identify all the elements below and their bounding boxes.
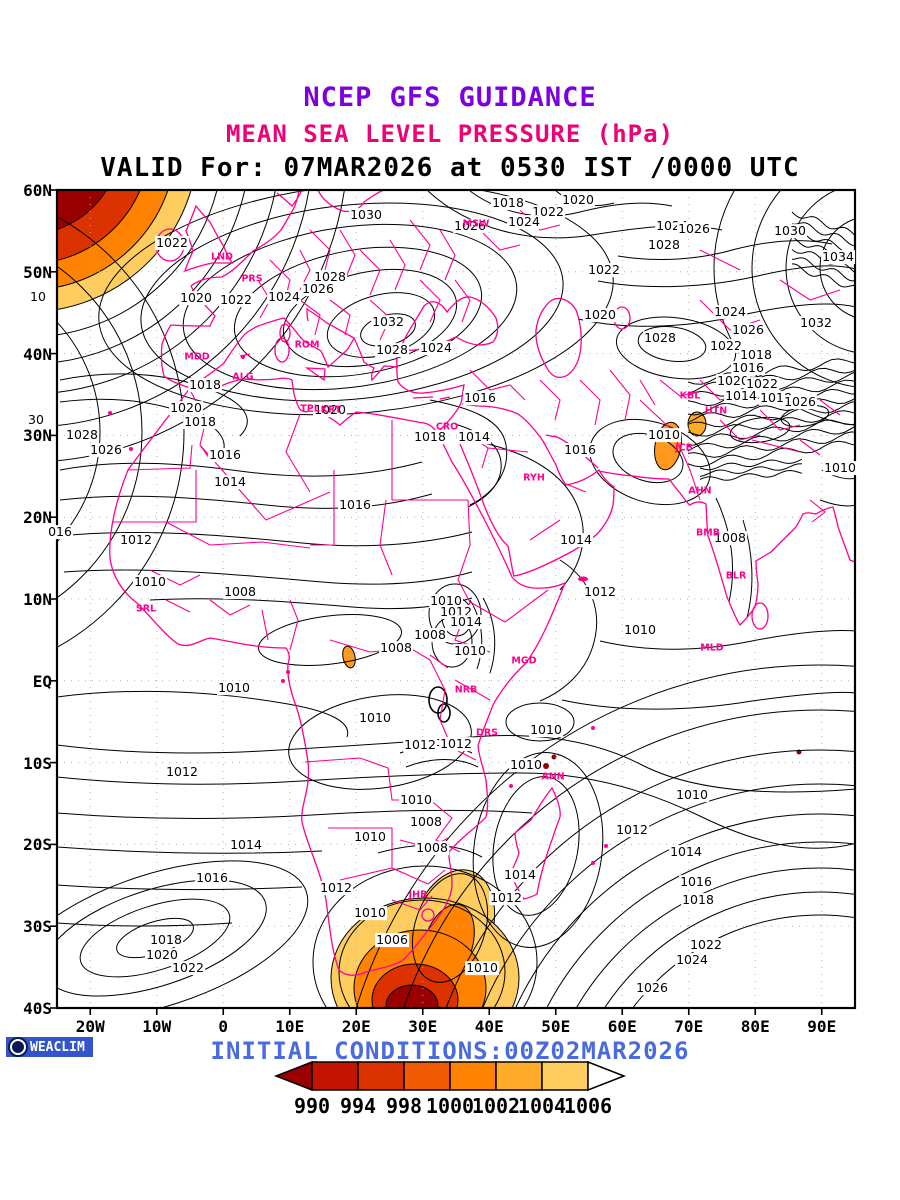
black-sea [399,296,499,351]
colorbar [273,1060,627,1092]
sri-lanka [751,602,769,630]
iberia-france-coastline [160,190,300,389]
dense-terrain-contours [687,211,855,481]
arabia-coastline [456,403,615,577]
weaclim-logo-icon [10,1039,26,1055]
initial-conditions-line: INITIAL CONDITIONS:00Z02MAR2026 [210,1037,690,1065]
page-subtitle: MEAN SEA LEVEL PRESSURE (hPa) [225,120,675,148]
madagascar [510,786,561,900]
weaclim-logo-text: WEACLIM [30,1039,85,1055]
sardinia [274,337,290,363]
iran-india-coastline [598,470,855,627]
coastlines-and-borders [108,190,855,976]
sicily [304,367,326,382]
norway-coastline [276,191,302,207]
island-markers [108,355,608,865]
caspian-sea [535,297,582,379]
page-title: NCEP GFS GUIDANCE [303,82,597,113]
baltic-coastline [317,190,385,213]
axis-ticks [50,189,823,1015]
mediterranean-north-coastline [191,307,355,387]
lesotho-border [421,908,435,922]
pressure-fill-regions [57,190,802,1008]
balkans-greece-coastline [353,337,399,382]
britain-coastline [184,204,234,273]
valid-time-line: VALID For: 07MAR2026 at 0530 IST /0000 U… [100,153,800,183]
weaclim-logo: WEACLIM [6,1037,93,1057]
persian-gulf-north-shore [545,434,599,469]
levant-turkey-coastline [396,351,465,431]
corsica [279,323,291,343]
